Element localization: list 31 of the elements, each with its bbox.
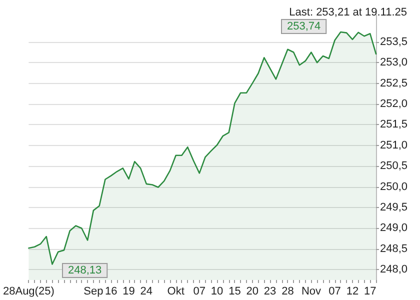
x-tick-label: Okt: [167, 286, 184, 298]
y-tick-label: 251,5: [380, 118, 408, 131]
x-tick-label: Nov: [301, 286, 322, 298]
y-tick-label: 248,0: [380, 264, 408, 276]
x-tick-label: 28Aug(25): [2, 286, 54, 298]
y-tick-label: 253,0: [380, 56, 408, 69]
y-tick-label: 249,5: [380, 202, 408, 214]
y-tick-label: 251,0: [380, 139, 408, 152]
y-tick-label: 248,5: [380, 242, 408, 255]
x-tick-label: 10: [210, 286, 224, 298]
y-tick-label: 250,5: [380, 160, 408, 172]
x-tick-label: 15: [228, 286, 241, 298]
x-tick-label: 20: [246, 286, 259, 298]
y-tick-label: 252,0: [380, 98, 408, 110]
x-tick-label: 28: [282, 286, 294, 298]
x-tick-label: 19: [122, 286, 135, 298]
y-tick-label: 249,0: [380, 222, 408, 234]
y-tick-label: 250,0: [380, 180, 408, 193]
x-tick-label: Sep: [84, 286, 104, 298]
annotation: 253,74: [287, 20, 321, 32]
x-tick-label: 07: [193, 286, 206, 298]
x-tick-label: 16: [104, 286, 118, 298]
chart-title: Last: 253,21 at 19.11.25: [289, 6, 408, 18]
x-tick-label: 12: [346, 286, 359, 298]
x-tick-label: 07: [328, 286, 341, 298]
annotation: 248,13: [68, 264, 102, 276]
y-tick-label: 252,5: [380, 77, 408, 90]
x-tick-label: 23: [264, 286, 276, 298]
x-tick-label: 17: [364, 286, 376, 298]
y-tick-label: 253,5: [380, 36, 408, 48]
x-tick-label: 24: [140, 286, 153, 298]
